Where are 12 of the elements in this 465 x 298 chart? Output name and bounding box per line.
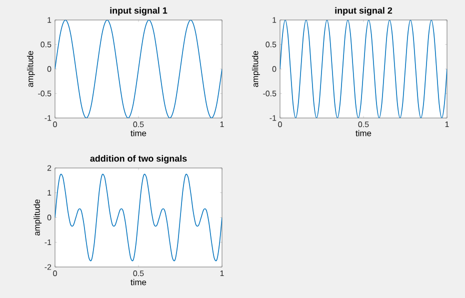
chart-title: input signal 2 [335, 7, 392, 16]
line-series [55, 20, 222, 118]
y-axis-title: amplitude [252, 51, 260, 87]
y-axis-title: amplitude [34, 200, 42, 236]
x-axis-title: time [356, 130, 372, 136]
line-series [280, 20, 448, 118]
y-axis-title: amplitude [27, 51, 35, 87]
chart-title: addition of two signals [90, 155, 187, 164]
x-axis-title: time [130, 279, 146, 286]
chart-title: input signal 1 [110, 7, 168, 16]
x-axis-title: time [130, 130, 146, 136]
line-series [55, 174, 222, 261]
